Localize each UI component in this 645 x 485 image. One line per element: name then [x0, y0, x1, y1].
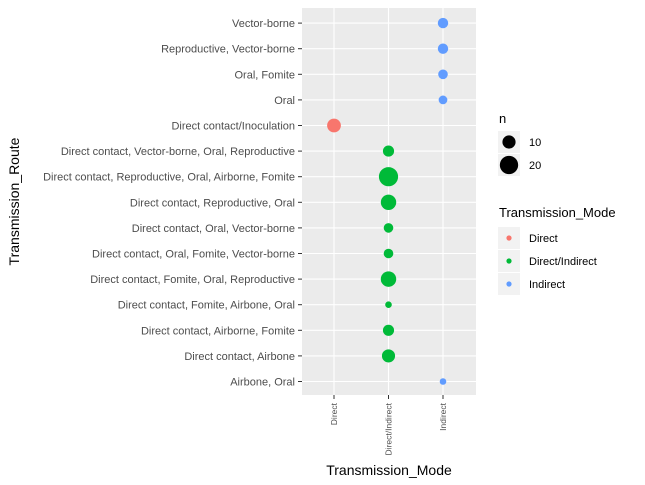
- y-tick-label: Direct contact, Airborne, Fomite: [141, 325, 295, 337]
- color-legend-key: [506, 235, 512, 241]
- color-legend-key: [506, 281, 512, 287]
- color-legend-title: Transmission_Mode: [499, 205, 616, 220]
- data-point: [378, 167, 399, 187]
- y-axis-ticks: Airbone, Oral Direct contact, Airbone Dire…: [43, 18, 302, 389]
- y-tick-label: Direct contact, Reproductive, Oral, Airb…: [43, 172, 295, 184]
- y-tick-label: Direct contact, Airbone: [184, 351, 295, 363]
- y-tick-label: Direct contact, Oral, Vector-borne: [132, 223, 295, 235]
- y-tick-label: Vector-borne: [232, 18, 295, 30]
- size-legend-title: n: [499, 111, 506, 126]
- size-legend-key: [502, 135, 516, 149]
- x-tick-label: Direct/Indirect: [384, 402, 394, 455]
- data-point: [380, 194, 397, 211]
- y-tick-label: Direct contact, Oral, Fomite, Vector-bor…: [92, 249, 295, 261]
- data-point: [382, 324, 395, 336]
- x-tick-label: Direct: [329, 402, 339, 425]
- y-tick-label: Direct contact, Fomite, Airbone, Oral: [118, 300, 295, 312]
- y-tick-label: Airbone, Oral: [230, 377, 295, 389]
- data-point: [438, 69, 448, 80]
- y-tick-label: Direct contact/Inoculation: [171, 121, 295, 133]
- y-axis-title: Transmission_Route: [6, 137, 22, 265]
- y-tick-label: Oral: [274, 95, 295, 107]
- color-legend-label: Direct/Indirect: [529, 256, 597, 268]
- x-tick-label: Indirect: [438, 402, 448, 431]
- data-point: [382, 145, 395, 157]
- y-tick-label: Reproductive, Vector-borne: [161, 44, 295, 56]
- x-axis-title: Transmission_Mode: [326, 462, 452, 478]
- data-points: [327, 17, 449, 385]
- color-legend-label: Direct: [529, 233, 558, 245]
- y-tick-label: Direct contact, Reproductive, Oral: [130, 197, 295, 209]
- data-point: [437, 43, 449, 54]
- x-axis-ticks: Direct Direct/Indirect Indirect: [329, 395, 448, 455]
- data-point: [383, 248, 394, 259]
- y-tick-label: Direct contact, Vector-borne, Oral, Repr…: [61, 146, 295, 158]
- size-legend-label: 20: [529, 160, 541, 172]
- data-point: [439, 378, 447, 385]
- color-legend-key: [506, 258, 512, 264]
- data-point: [327, 118, 341, 133]
- color-legend-label: Indirect: [529, 279, 565, 291]
- size-legend-key: [499, 155, 519, 175]
- y-tick-label: Oral, Fomite: [234, 69, 295, 81]
- data-point: [381, 349, 396, 363]
- data-point: [385, 301, 392, 308]
- data-point: [437, 17, 449, 29]
- y-tick-label: Direct contact, Fomite, Oral, Reproducti…: [90, 274, 295, 286]
- data-point: [438, 95, 448, 105]
- color-legend: Transmission_Mode Direct Direct/Indirect I…: [498, 205, 616, 295]
- size-legend-label: 10: [529, 137, 541, 149]
- size-legend: n 10 20: [498, 111, 541, 176]
- data-point: [383, 223, 394, 233]
- data-point: [380, 271, 397, 287]
